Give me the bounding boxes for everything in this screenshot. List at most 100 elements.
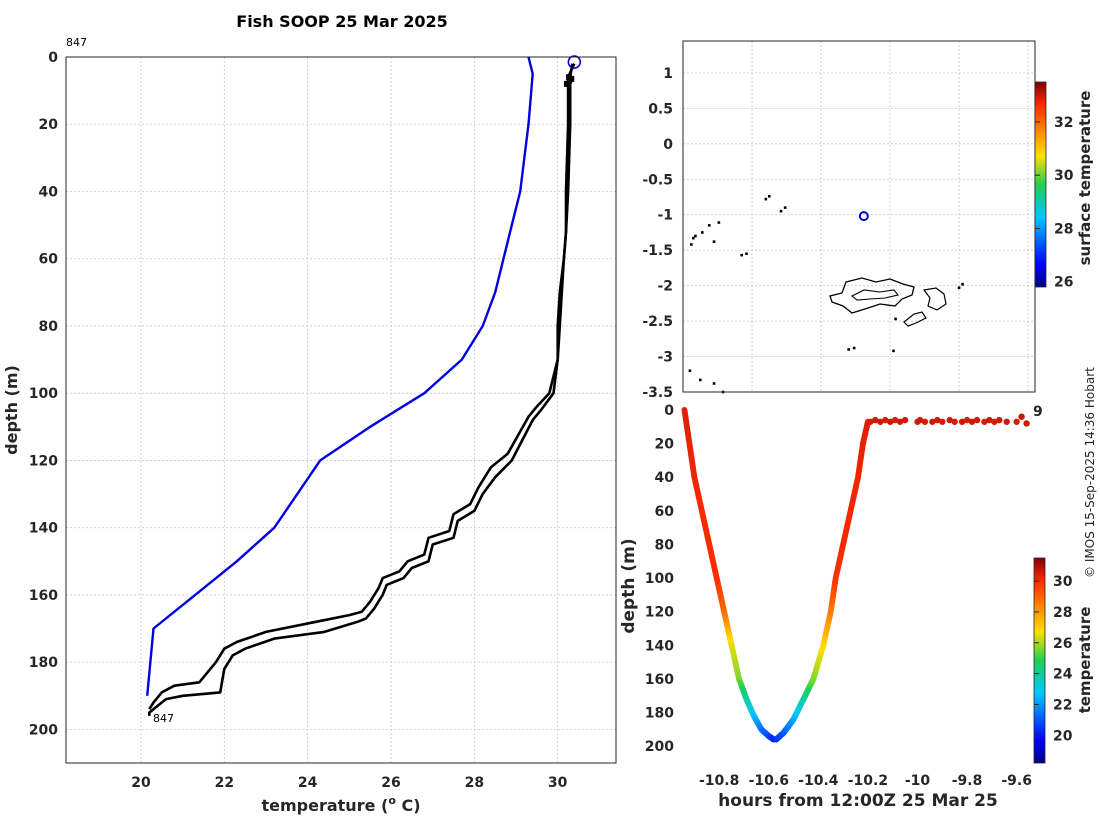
- section-surface-point: [996, 416, 1003, 424]
- section-y-tick-label: 200: [645, 739, 674, 755]
- section-x-tick-label: -10.4: [798, 773, 839, 789]
- profile-y-tick-label: 160: [29, 588, 58, 604]
- map-island: [701, 231, 704, 234]
- profile-y-tick-label: 140: [29, 521, 58, 537]
- profile-grid: [66, 56, 616, 763]
- section-colorbar-tick-label: 24: [1053, 667, 1073, 683]
- profile-y-tick-label: 0: [48, 50, 58, 66]
- map-colorbar-tick-label: 28: [1054, 221, 1073, 237]
- section-surface-point: [981, 418, 988, 425]
- map-island-outline-large: [829, 277, 915, 314]
- profile-annotation-top: 847: [66, 36, 87, 49]
- section-y-tick-label: 20: [655, 437, 675, 453]
- profile-x-tick-label: 28: [465, 775, 484, 791]
- section-colorbar-tick-label: 28: [1053, 605, 1072, 621]
- map-island: [745, 252, 748, 256]
- map-island: [712, 240, 716, 243]
- profile-y-tick-label: 80: [39, 319, 59, 335]
- map-y-tick-label: -1.5: [642, 243, 673, 259]
- profile-x-label-text: temperature (: [261, 796, 388, 815]
- map-island-outline-east: [922, 287, 947, 311]
- profile-x-label: temperature (o C): [261, 794, 420, 815]
- section-y-tick-label: 0: [664, 403, 674, 419]
- map-position-marker: [858, 211, 869, 222]
- map-y-tick-label: 1: [663, 66, 673, 82]
- map-y-tick-label: 0.5: [648, 101, 673, 117]
- section-colorbar: [1033, 557, 1046, 764]
- section-colorbar-ticks: 20 22 24 26 28 30: [1034, 574, 1073, 744]
- section-y-tick-label: 60: [655, 504, 675, 520]
- map-island: [698, 378, 702, 382]
- section-surface-point: [968, 418, 976, 425]
- section-surface-point: [921, 418, 929, 425]
- section-surface-point: [986, 416, 993, 424]
- map-island: [767, 194, 771, 198]
- map-y-tick-label: -2: [657, 279, 673, 295]
- section-surface-point: [901, 416, 909, 424]
- map-small-islands: [688, 194, 964, 394]
- map-island: [694, 234, 697, 238]
- profile-y-tick-label: 180: [29, 655, 58, 671]
- section-x-tick-label: -9.6: [1001, 773, 1032, 789]
- map-colorbar-tick-label: 30: [1054, 168, 1074, 184]
- section-ticks: -10.8 -10.6 -10.4 -10.2 -10 -9.8 -9.6 0 20 40 60 80…: [645, 403, 1032, 789]
- profile-surface-marker: [564, 80, 568, 87]
- profile-y-tick-label: 20: [39, 117, 59, 133]
- map-island: [707, 224, 711, 227]
- section-colorbar-tick-label: 26: [1053, 636, 1072, 652]
- section-y-tick-label: 140: [645, 638, 674, 654]
- map-chart: 14514614714814910.50-0.5-1-1.5-2-2.5-3-3…: [642, 40, 1094, 420]
- profile-series-group: [146, 55, 582, 716]
- map-y-tick-label: 0: [663, 137, 673, 153]
- section-y-tick-label: 100: [645, 571, 674, 587]
- map-island: [717, 221, 721, 224]
- section-surface-point: [946, 416, 953, 424]
- section-chart: -10.8 -10.6 -10.4 -10.2 -10 -9.8 -9.6 0 20 40 60 80…: [619, 403, 1094, 811]
- map-island: [692, 236, 695, 240]
- profile-chart: 20 22 24 26 28 30020406080100120140160180200 …: [2, 12, 617, 815]
- section-surface-point: [1023, 420, 1030, 427]
- section-surface-point: [896, 418, 904, 425]
- section-colorbar-label: temperature: [1076, 607, 1094, 714]
- map-island: [894, 317, 897, 321]
- profile-surface-marker: [566, 74, 571, 81]
- section-x-tick-label: -9.8: [952, 773, 983, 789]
- section-y-label: depth (m): [619, 538, 639, 633]
- section-surface-point: [887, 418, 894, 425]
- map-ticks: 14514614714814910.50-0.5-1-1.5-2-2.5-3-3…: [642, 66, 1042, 420]
- section-surface-point: [877, 418, 884, 425]
- section-x-tick-label: -10: [905, 773, 931, 789]
- map-island: [779, 209, 783, 213]
- credit-text: © IMOS 15-Sep-2025 14:36 Hobart: [1083, 367, 1097, 578]
- map-island: [740, 253, 743, 257]
- profile-y-tick-label: 40: [39, 184, 59, 200]
- map-island: [783, 206, 787, 209]
- section-y-tick-label: 160: [645, 672, 674, 688]
- map-colorbar-ticks: 26 28 30 32: [1035, 115, 1074, 291]
- map-colorbar: [1034, 81, 1047, 288]
- section-x-label: hours from 12:00Z 25 Mar 25: [718, 791, 998, 811]
- map-colorbar-label: surface temperature: [1076, 91, 1094, 266]
- section-surface-point: [872, 416, 879, 424]
- section-x-tick-label: -10.2: [848, 773, 888, 789]
- map-island: [847, 348, 850, 351]
- profile-series-profile-b: [148, 63, 574, 710]
- map-island: [688, 369, 692, 373]
- map-island: [852, 346, 856, 350]
- section-surface-point: [934, 416, 941, 424]
- profile-ticks: 20 22 24 26 28 30 0 20 40 60 80 100 120 140 160 180 200: [29, 50, 568, 791]
- map-y-tick-label: -3: [657, 350, 673, 366]
- section-points: [681, 407, 1030, 743]
- profile-y-tick-label: 100: [29, 386, 58, 402]
- section-surface-point: [916, 416, 924, 424]
- profile-surface-marker: [570, 75, 575, 82]
- section-surface-point: [951, 418, 958, 425]
- section-y-tick-label: 120: [645, 605, 674, 621]
- profile-y-tick-label: 200: [29, 722, 58, 738]
- profile-series-climatology: [146, 56, 534, 696]
- section-surface-point: [991, 418, 998, 425]
- map-island: [764, 197, 768, 201]
- map-island: [712, 382, 716, 385]
- map-colorbar-tick-label: 32: [1054, 115, 1073, 131]
- section-y-tick-label: 180: [645, 706, 674, 722]
